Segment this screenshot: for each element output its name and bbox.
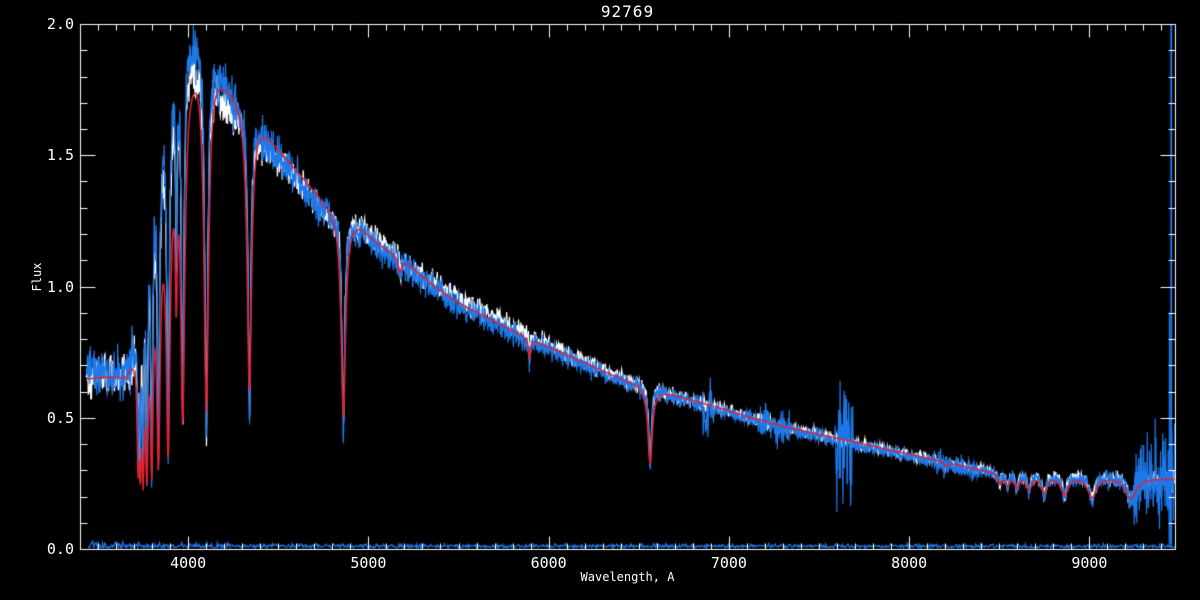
y-tick-label: 1.0 [46,277,74,296]
x-tick-label: 7000 [710,554,747,572]
x-tick-label: 9000 [1071,554,1108,572]
y-tick-label: 1.5 [46,146,74,165]
y-tick-label: 2.0 [46,15,74,33]
x-tick-label: 5000 [350,554,387,572]
plot-title: 92769 [600,2,655,21]
x-axis-label: Wavelength, A [580,570,675,584]
x-tick-label: 8000 [891,554,928,572]
x-tick-label: 4000 [170,554,207,572]
x-tick-label: 6000 [530,554,567,572]
y-tick-label: 0.0 [46,540,74,558]
y-tick-label: 0.5 [46,408,74,427]
